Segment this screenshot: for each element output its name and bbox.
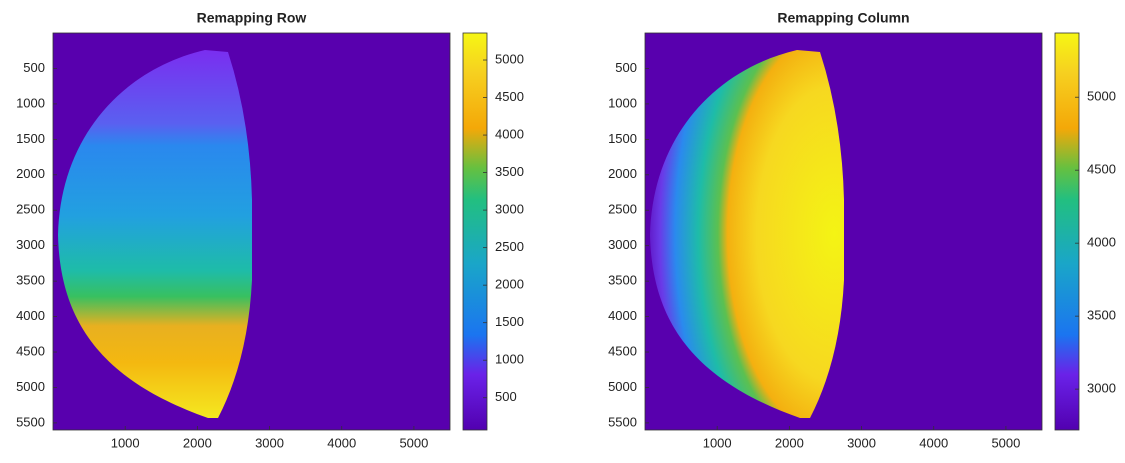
x-tick-label: 2000 bbox=[775, 435, 804, 450]
colorbar-tick-label: 4500 bbox=[1087, 162, 1116, 177]
colorbar-tick-label: 2000 bbox=[495, 277, 524, 292]
colorbar-tick-label: 3500 bbox=[495, 164, 524, 179]
x-tick-label: 3000 bbox=[847, 435, 876, 450]
y-tick-label: 2500 bbox=[608, 202, 637, 217]
x-tick-label: 1000 bbox=[703, 435, 732, 450]
colorbar-tick-label: 3000 bbox=[495, 202, 524, 217]
y-tick-label: 5500 bbox=[16, 414, 45, 429]
y-tick-label: 2500 bbox=[16, 202, 45, 217]
colorbar-tick-label: 1500 bbox=[495, 314, 524, 329]
chart-title: Remapping Column bbox=[777, 10, 909, 26]
colorbar-tick-label: 2500 bbox=[495, 239, 524, 254]
colorbar bbox=[1054, 32, 1080, 431]
colorbar-tick-label: 3500 bbox=[1087, 308, 1116, 323]
colorbar-tick-label: 500 bbox=[495, 389, 517, 404]
y-tick-label: 500 bbox=[23, 60, 45, 75]
x-tick-label: 3000 bbox=[255, 435, 284, 450]
y-tick-label: 4500 bbox=[16, 343, 45, 358]
axes-frame bbox=[52, 32, 451, 431]
y-tick-label: 2000 bbox=[16, 166, 45, 181]
y-tick-label: 3000 bbox=[608, 237, 637, 252]
colorbar-tick-label: 1000 bbox=[495, 352, 524, 367]
y-tick-label: 5000 bbox=[16, 379, 45, 394]
y-tick-label: 4000 bbox=[608, 308, 637, 323]
y-tick-label: 1500 bbox=[608, 131, 637, 146]
colorbar bbox=[462, 32, 488, 431]
colorbar-tick-label: 5000 bbox=[495, 51, 524, 66]
y-tick-label: 1000 bbox=[16, 95, 45, 110]
y-tick-label: 2000 bbox=[608, 166, 637, 181]
heatmap-region bbox=[650, 50, 844, 418]
y-tick-label: 4000 bbox=[16, 308, 45, 323]
y-tick-label: 5000 bbox=[608, 379, 637, 394]
colorbar-tick-label: 3000 bbox=[1087, 381, 1116, 396]
x-tick-label: 2000 bbox=[183, 435, 212, 450]
colorbar-tick-label: 4500 bbox=[495, 89, 524, 104]
x-tick-label: 4000 bbox=[327, 435, 356, 450]
colorbar-tick-label: 4000 bbox=[495, 127, 524, 142]
y-tick-label: 4500 bbox=[608, 343, 637, 358]
y-tick-label: 500 bbox=[615, 60, 637, 75]
chart-title: Remapping Row bbox=[197, 10, 307, 26]
colorbar-tick-label: 5000 bbox=[1087, 89, 1116, 104]
y-tick-label: 5500 bbox=[608, 414, 637, 429]
x-tick-label: 5000 bbox=[399, 435, 428, 450]
colorbar-tick-label: 4000 bbox=[1087, 235, 1116, 250]
y-tick-label: 1000 bbox=[608, 95, 637, 110]
x-tick-label: 4000 bbox=[919, 435, 948, 450]
y-tick-label: 3500 bbox=[608, 273, 637, 288]
x-tick-label: 5000 bbox=[991, 435, 1020, 450]
y-tick-label: 3000 bbox=[16, 237, 45, 252]
axes-frame bbox=[644, 32, 1043, 431]
heatmap-region bbox=[58, 50, 252, 418]
y-tick-label: 1500 bbox=[16, 131, 45, 146]
x-tick-label: 1000 bbox=[111, 435, 140, 450]
y-tick-label: 3500 bbox=[16, 273, 45, 288]
